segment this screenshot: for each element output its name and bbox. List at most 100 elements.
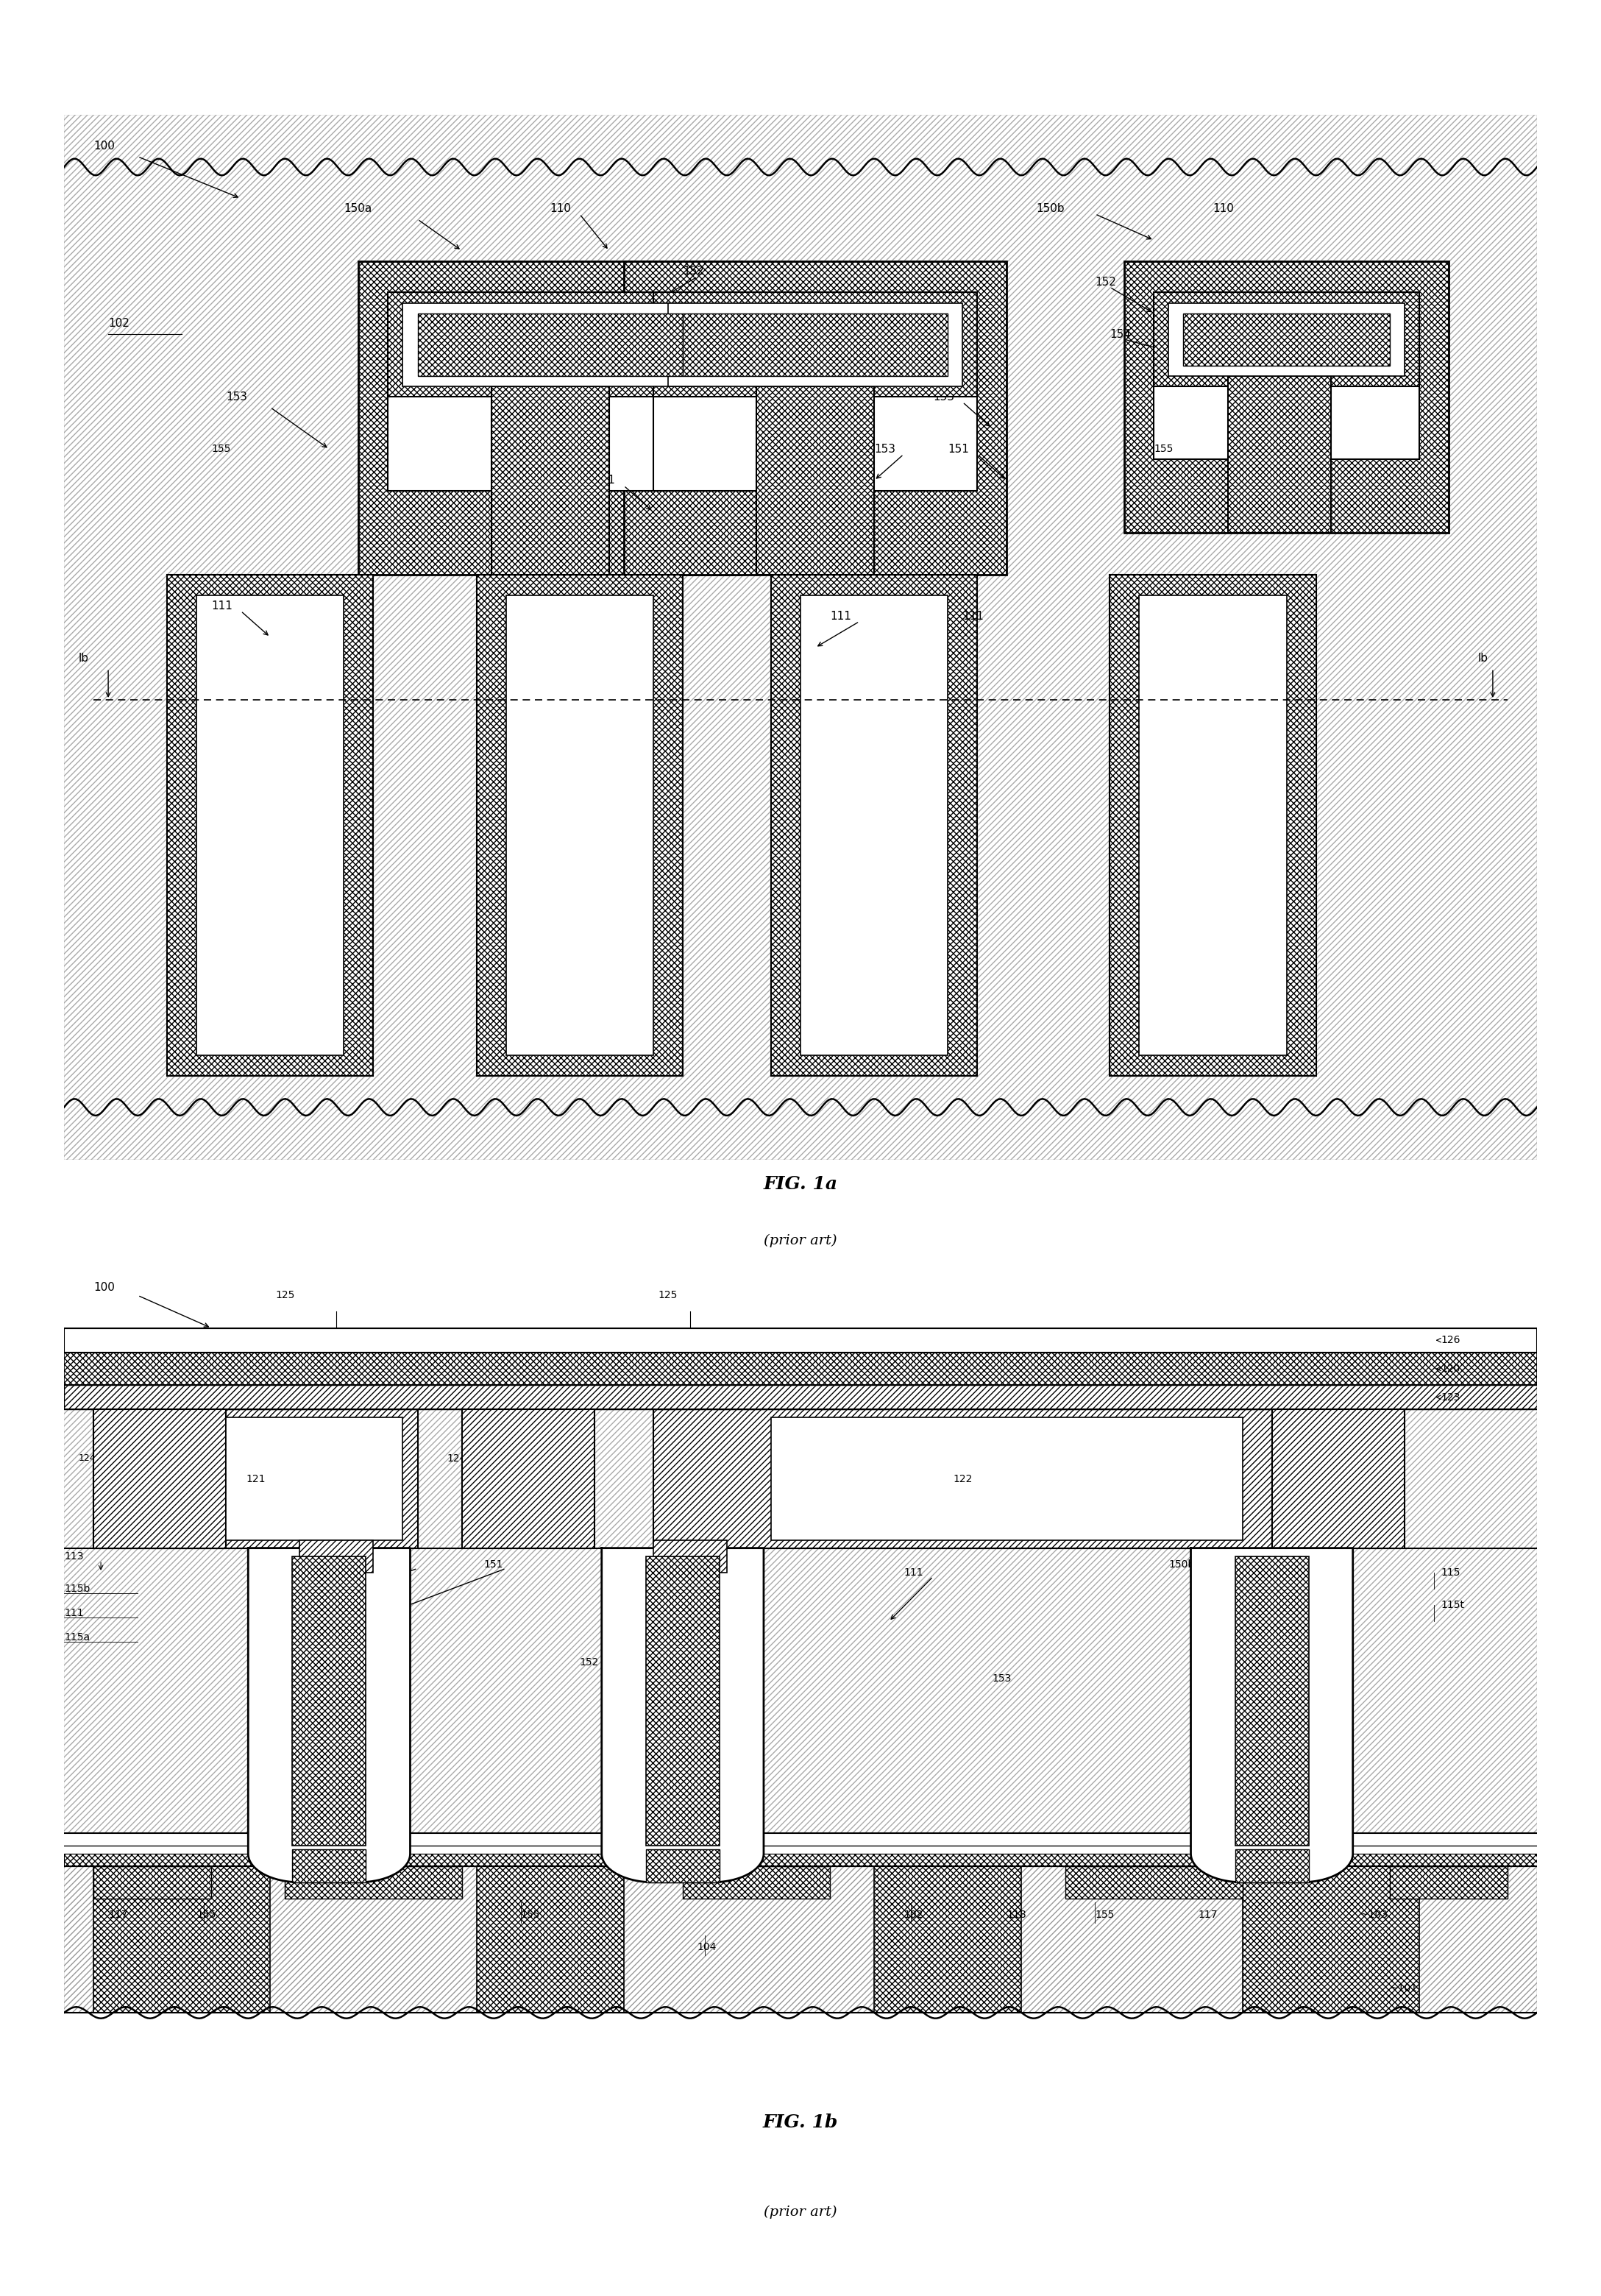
Text: 123: 123 [1441,1391,1460,1403]
Bar [93,1867,211,1899]
Bar [93,1867,271,2014]
Text: 153: 153 [933,390,954,402]
Text: 126: 126 [1441,1334,1460,1345]
Bar [299,1541,373,1573]
Text: 120: 120 [1441,1364,1460,1373]
Bar [874,1867,1021,2014]
Bar [1390,1867,1508,1899]
Text: 152: 152 [580,1658,599,1667]
Text: ~101: ~101 [1390,1984,1418,1993]
Bar [1154,303,1271,459]
Bar [64,1867,1537,2014]
Bar [653,1541,727,1573]
Bar [624,262,1007,574]
Text: 115a: 115a [64,1632,90,1644]
Text: 151: 151 [594,475,615,487]
Bar [477,574,682,1077]
Bar [756,386,874,574]
Text: 150b: 150b [1169,1559,1194,1570]
Text: 153: 153 [712,1674,732,1683]
Bar [1066,1867,1242,1899]
Text: FIG. 1b: FIG. 1b [762,2115,839,2131]
Bar [506,595,653,1054]
Text: 111: 111 [211,599,232,611]
Text: 124: 124 [78,1453,96,1463]
Text: 115b: 115b [64,1584,90,1593]
Bar [645,1557,719,1846]
Text: 114: 114 [712,1559,732,1570]
Bar [64,1384,1537,1410]
Text: 104: 104 [698,1942,717,1952]
Bar [387,292,712,397]
Bar [1302,303,1418,459]
Text: 100: 100 [93,1281,115,1293]
Bar [93,1410,226,1548]
Text: 150b: 150b [1036,204,1065,214]
Bar [226,1417,403,1541]
Bar [359,262,741,574]
Bar [64,1352,1537,1384]
Text: 155: 155 [211,443,231,455]
Bar [403,303,698,386]
Text: 111: 111 [829,611,852,622]
Bar [418,312,682,377]
Polygon shape [602,1548,764,1883]
Text: 151: 151 [484,1559,503,1570]
Bar [64,1853,1537,1867]
Bar [1169,303,1404,377]
Bar [653,303,786,491]
Text: 153: 153 [993,1674,1012,1683]
Text: 115: 115 [1441,1568,1460,1577]
Text: 153: 153 [874,443,895,455]
Text: 115t: 115t [1441,1600,1465,1609]
Bar [492,386,608,574]
Text: 111: 111 [962,611,983,622]
Text: 124: 124 [1271,1453,1289,1463]
Bar [1140,595,1287,1054]
Bar [1183,312,1390,365]
Bar [668,303,962,386]
Text: 118: 118 [1007,1910,1026,1919]
Text: 110: 110 [1214,204,1234,214]
Text: 110: 110 [551,204,572,214]
Text: 152: 152 [682,266,704,278]
Bar [772,574,977,1077]
Bar [387,303,520,491]
Text: 151: 151 [948,443,969,455]
Bar [772,1417,1242,1541]
Text: 153: 153 [226,390,248,402]
Bar [461,1410,594,1548]
Text: 122: 122 [874,1453,893,1463]
Bar [1242,1867,1418,2014]
Text: 155: 155 [520,443,540,455]
Text: 150a: 150a [344,204,371,214]
Polygon shape [248,1548,410,1883]
Text: 155: 155 [520,1910,540,1919]
Text: 155: 155 [1154,443,1174,455]
Text: 121: 121 [247,1474,266,1483]
Text: 154: 154 [1109,328,1130,340]
Text: 124: 124 [447,1453,466,1463]
Bar [653,1410,1271,1548]
Bar [285,1867,461,1899]
Text: 155: 155 [197,1910,216,1919]
Bar [293,1557,367,1846]
Bar [800,595,948,1054]
Bar [197,595,344,1054]
Bar [1228,377,1330,533]
Text: 151: 151 [1302,1559,1321,1570]
Bar [64,1867,1537,2014]
Text: 125: 125 [275,1290,295,1300]
Bar [93,1410,418,1548]
Bar [645,1851,719,1883]
Text: lb: lb [1478,652,1489,664]
Text: 117: 117 [1198,1910,1218,1919]
Bar [64,1548,1537,1832]
Text: (prior art): (prior art) [764,1235,837,1247]
Text: 102: 102 [109,319,130,328]
Polygon shape [1191,1548,1353,1883]
Text: 155: 155 [1095,1910,1114,1919]
Bar [580,303,712,491]
Bar [1154,292,1418,386]
Bar [1234,1557,1308,1846]
